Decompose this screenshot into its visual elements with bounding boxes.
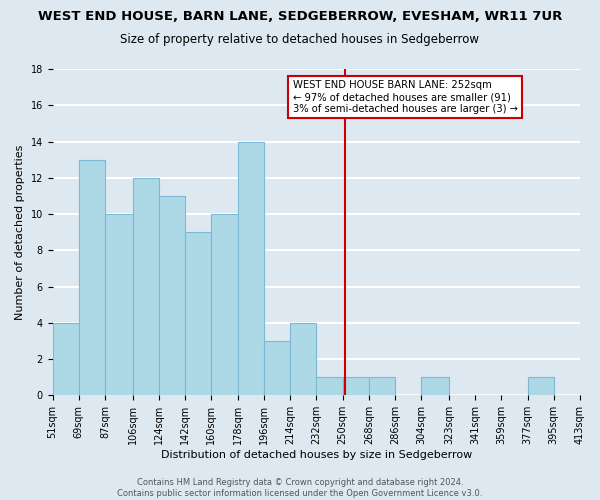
Text: WEST END HOUSE BARN LANE: 252sqm
← 97% of detached houses are smaller (91)
3% of: WEST END HOUSE BARN LANE: 252sqm ← 97% o…	[293, 80, 518, 114]
Bar	[79, 160, 105, 396]
Bar	[211, 214, 238, 396]
Bar	[264, 341, 290, 396]
Bar	[53, 323, 79, 396]
Bar	[238, 142, 264, 396]
Y-axis label: Number of detached properties: Number of detached properties	[15, 144, 25, 320]
Bar	[159, 196, 185, 396]
Bar	[316, 377, 343, 396]
Bar	[290, 323, 316, 396]
Text: Contains HM Land Registry data © Crown copyright and database right 2024.
Contai: Contains HM Land Registry data © Crown c…	[118, 478, 482, 498]
Bar	[369, 377, 395, 396]
Bar	[343, 377, 369, 396]
Bar	[133, 178, 159, 396]
Bar	[527, 377, 554, 396]
Text: WEST END HOUSE, BARN LANE, SEDGEBERROW, EVESHAM, WR11 7UR: WEST END HOUSE, BARN LANE, SEDGEBERROW, …	[38, 10, 562, 23]
X-axis label: Distribution of detached houses by size in Sedgeberrow: Distribution of detached houses by size …	[161, 450, 472, 460]
Bar	[185, 232, 211, 396]
Text: Size of property relative to detached houses in Sedgeberrow: Size of property relative to detached ho…	[121, 32, 479, 46]
Bar	[421, 377, 449, 396]
Bar	[105, 214, 133, 396]
